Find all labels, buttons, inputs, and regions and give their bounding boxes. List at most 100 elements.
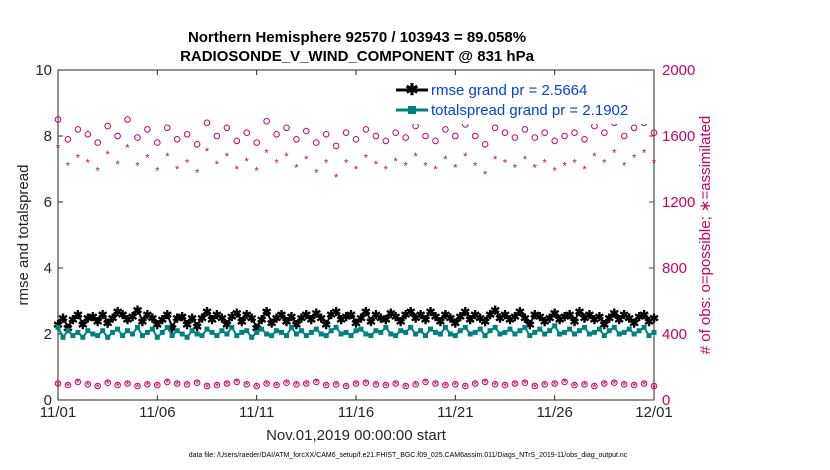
data-point-totalspread bbox=[239, 329, 245, 335]
data-point-obs-assimilated: * bbox=[106, 379, 111, 391]
data-point-obs-assimilated: * bbox=[533, 382, 538, 394]
data-point-totalspread bbox=[457, 328, 463, 334]
data-point-obs-possible bbox=[233, 137, 241, 145]
data-point-totalspread bbox=[398, 328, 404, 334]
data-point-rmse: ✱ bbox=[237, 315, 247, 329]
data-point-obs-assimilated: * bbox=[572, 157, 577, 169]
data-point-obs-assimilated: * bbox=[125, 143, 130, 155]
data-point-totalspread bbox=[244, 328, 250, 334]
data-point-obs-possible bbox=[134, 134, 141, 141]
data-point-obs-assimilated: * bbox=[394, 379, 399, 391]
data-point-obs-assimilated: * bbox=[294, 162, 299, 174]
data-point-obs-possible bbox=[253, 139, 261, 146]
data-point-obs-assimilated: * bbox=[592, 151, 597, 163]
data-point-totalspread bbox=[274, 328, 279, 334]
data-point-obs-possible bbox=[213, 381, 221, 389]
data-point-obs-assimilated: * bbox=[264, 148, 269, 160]
data-point-rmse: ✱ bbox=[202, 305, 212, 319]
data-point-obs-assimilated: * bbox=[304, 154, 309, 166]
data-point-totalspread bbox=[641, 324, 647, 330]
data-point-obs-assimilated: * bbox=[413, 151, 418, 163]
data-point-totalspread bbox=[353, 328, 359, 334]
data-point-obs-assimilated: * bbox=[205, 146, 210, 158]
data-point-obs-possible bbox=[74, 378, 82, 386]
y-tick-label: 6 bbox=[44, 194, 52, 211]
data-point-obs-possible bbox=[541, 129, 549, 136]
data-point-rmse: ✱ bbox=[624, 312, 634, 326]
data-point-totalspread bbox=[626, 326, 632, 332]
data-point-obs-possible bbox=[452, 132, 459, 140]
data-point-rmse: ✱ bbox=[430, 310, 440, 324]
data-point-obs-possible bbox=[233, 378, 241, 386]
data-point-rmse: ✱ bbox=[565, 308, 575, 322]
data-point-rmse: ✱ bbox=[361, 305, 371, 319]
data-point-rmse: ✱ bbox=[177, 310, 187, 324]
data-point-obs-possible bbox=[392, 380, 400, 387]
data-point-obs-possible bbox=[541, 381, 549, 388]
data-point-totalspread bbox=[303, 333, 309, 339]
data-point-totalspread bbox=[234, 333, 240, 339]
data-point-obs-assimilated: * bbox=[523, 154, 528, 166]
data-point-obs-possible bbox=[630, 381, 638, 389]
data-point-totalspread bbox=[130, 331, 135, 337]
data-point-totalspread bbox=[189, 328, 195, 334]
data-point-totalspread bbox=[413, 331, 419, 337]
data-point-totalspread bbox=[269, 333, 275, 339]
data-point-obs-possible bbox=[481, 378, 489, 386]
data-point-obs-possible bbox=[124, 380, 131, 387]
data-point-obs-assimilated: * bbox=[86, 380, 91, 392]
data-point-rmse: ✱ bbox=[73, 308, 83, 322]
data-point-obs-possible bbox=[74, 126, 82, 133]
data-point-rmse: ✱ bbox=[604, 312, 614, 326]
data-point-rmse: ✱ bbox=[326, 308, 336, 322]
data-point-obs-possible bbox=[303, 380, 310, 387]
data-point-obs-possible bbox=[422, 378, 429, 386]
data-point-obs-assimilated: * bbox=[175, 164, 180, 176]
data-point-obs-possible bbox=[481, 141, 489, 148]
data-point-rmse: ✱ bbox=[58, 312, 68, 326]
data-point-rmse: ✱ bbox=[555, 313, 565, 327]
data-point-obs-possible bbox=[64, 381, 72, 389]
data-point-obs-possible bbox=[273, 131, 280, 138]
data-point-obs-assimilated: * bbox=[274, 157, 279, 169]
data-point-obs-possible bbox=[382, 381, 390, 389]
data-point-obs-assimilated: * bbox=[642, 379, 647, 391]
data-point-obs-possible bbox=[432, 137, 439, 145]
data-point-obs-possible bbox=[154, 381, 161, 389]
data-point-obs-assimilated: * bbox=[443, 154, 448, 166]
data-point-rmse: ✱ bbox=[262, 305, 272, 319]
data-point-totalspread bbox=[447, 331, 453, 337]
data-point-totalspread bbox=[318, 331, 324, 337]
data-point-totalspread bbox=[75, 329, 81, 335]
data-point-totalspread bbox=[492, 324, 498, 330]
series-obs-assimilated-lower: * * * * * * * * * * * * * * * * * * * * * * * * * * * * * * * * * * * * * * * *… bbox=[56, 378, 657, 394]
data-point-obs-assimilated: * bbox=[582, 380, 587, 392]
data-point-rmse: ✱ bbox=[391, 310, 401, 324]
y-right-tick-label: 1200 bbox=[662, 194, 695, 211]
y-right-tick-label: 1600 bbox=[662, 128, 695, 145]
data-point-obs-possible bbox=[462, 382, 469, 390]
data-point-rmse: ✱ bbox=[242, 308, 252, 322]
data-point-totalspread bbox=[393, 333, 399, 339]
x-axis: 11/01 11/06 11/11 11/16 11/21 11/26 12/01 bbox=[40, 70, 673, 421]
data-point-obs-assimilated: * bbox=[284, 151, 289, 163]
data-point-obs-possible bbox=[650, 382, 658, 390]
data-point-obs-assimilated: * bbox=[66, 161, 71, 173]
data-point-obs-assimilated: * bbox=[423, 378, 428, 390]
data-point-obs-possible bbox=[322, 381, 330, 389]
data-point-totalspread bbox=[472, 329, 478, 335]
data-point-totalspread bbox=[552, 323, 558, 329]
y-axis-right-label: # of obs: o=possible; ∗=assimilated bbox=[697, 116, 714, 355]
data-point-rmse: ✱ bbox=[644, 315, 654, 329]
data-point-obs-assimilated: * bbox=[533, 162, 538, 174]
data-point-obs-possible bbox=[134, 382, 141, 390]
data-point-obs-assimilated: * bbox=[344, 157, 349, 169]
data-point-rmse: ✱ bbox=[321, 318, 331, 332]
data-point-obs-assimilated: * bbox=[622, 161, 627, 173]
data-point-obs-possible bbox=[193, 379, 201, 387]
data-point-rmse: ✱ bbox=[634, 310, 644, 324]
data-point-obs-assimilated: * bbox=[404, 382, 409, 394]
series-obs-assimilated: * * * * * * * * * * * * * * * * * * * * * * * * * * * * * * * * * * * * * * * *… bbox=[56, 143, 657, 185]
data-point-obs-assimilated: * bbox=[135, 382, 140, 394]
series-obs-possible-lower bbox=[54, 378, 658, 390]
